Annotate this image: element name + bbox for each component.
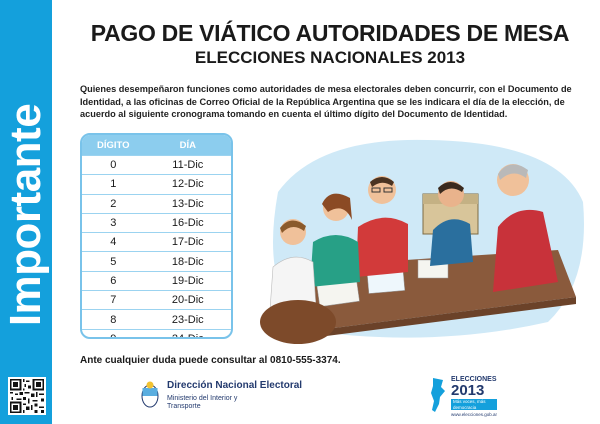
table-row: 9 24-Dic — [82, 328, 231, 337]
table-row: 2 13-Dic — [82, 193, 231, 214]
digit-cell: 5 — [82, 251, 145, 272]
day-cell: 12-Dic — [144, 174, 231, 195]
column-header-digit: DÍGITO — [82, 135, 145, 156]
day-cell: 24-Dic — [144, 328, 231, 337]
schedule-table: DÍGITO DÍA 0 11-Dic 1 12-Dic 2 13-Dic 3 16-D… — [80, 133, 233, 339]
elections-year: 2013 — [451, 382, 485, 399]
polling-officials-illustration — [258, 132, 590, 344]
digit-cell: 6 — [82, 270, 145, 291]
digit-cell: 8 — [82, 309, 145, 330]
digit-cell: 4 — [82, 232, 145, 252]
digit-cell: 0 — [82, 154, 145, 175]
schedule-header-row: DÍGITO DÍA — [82, 135, 231, 156]
day-cell: 20-Dic — [144, 290, 231, 310]
digit-cell: 3 — [82, 212, 145, 233]
elections-word: ELECCIONES — [451, 376, 497, 383]
importante-label: Importante — [1, 103, 50, 327]
elections-url[interactable]: www.elecciones.gob.ar — [451, 412, 498, 417]
organization-name: Dirección Nacional Electoral — [167, 380, 303, 391]
table-row: 7 20-Dic — [82, 290, 231, 310]
page-subtitle: ELECCIONES NACIONALES 2013 — [194, 48, 466, 67]
qr-code-icon[interactable] — [8, 377, 46, 415]
digit-cell: 7 — [82, 290, 145, 310]
contact-line: Ante cualquier duda puede consultar al 0… — [80, 355, 341, 366]
table-row: 6 19-Dic — [82, 270, 231, 291]
dne-logo: Dirección Nacional Electoral Ministerio … — [140, 378, 340, 414]
day-cell: 13-Dic — [144, 193, 231, 214]
day-cell: 17-Dic — [144, 232, 231, 252]
page-title: PAGO DE VIÁTICO AUTORIDADES DE MESA — [90, 20, 570, 46]
table-row: 4 17-Dic — [82, 232, 231, 252]
day-cell: 11-Dic — [144, 154, 231, 175]
intro-paragraph: Quienes desempeñaron funciones como auto… — [80, 84, 572, 119]
day-cell: 19-Dic — [144, 270, 231, 291]
day-cell: 16-Dic — [144, 212, 231, 233]
elecciones-2013-logo: ELECCIONES 2013 Más voces, más democraci… — [425, 373, 555, 417]
ministry-name: Ministerio del Interior y Transporte — [167, 395, 238, 410]
argentina-map-icon — [431, 378, 445, 412]
day-cell: 18-Dic — [144, 251, 231, 272]
table-row: 0 11-Dic — [82, 154, 231, 175]
sidebar-banner: Importante — [0, 0, 52, 424]
column-header-day: DÍA — [144, 135, 231, 156]
digit-cell: 2 — [82, 193, 145, 214]
table-row: 5 18-Dic — [82, 251, 231, 272]
table-row: 3 16-Dic — [82, 212, 231, 233]
day-cell: 23-Dic — [144, 309, 231, 330]
elections-tagline: Más voces, más democracia — [451, 399, 497, 410]
table-row: 1 12-Dic — [82, 174, 231, 195]
digit-cell: 1 — [82, 174, 145, 195]
table-row: 8 23-Dic — [82, 309, 231, 330]
digit-cell: 9 — [82, 328, 145, 337]
argentina-emblem-icon — [141, 381, 159, 408]
